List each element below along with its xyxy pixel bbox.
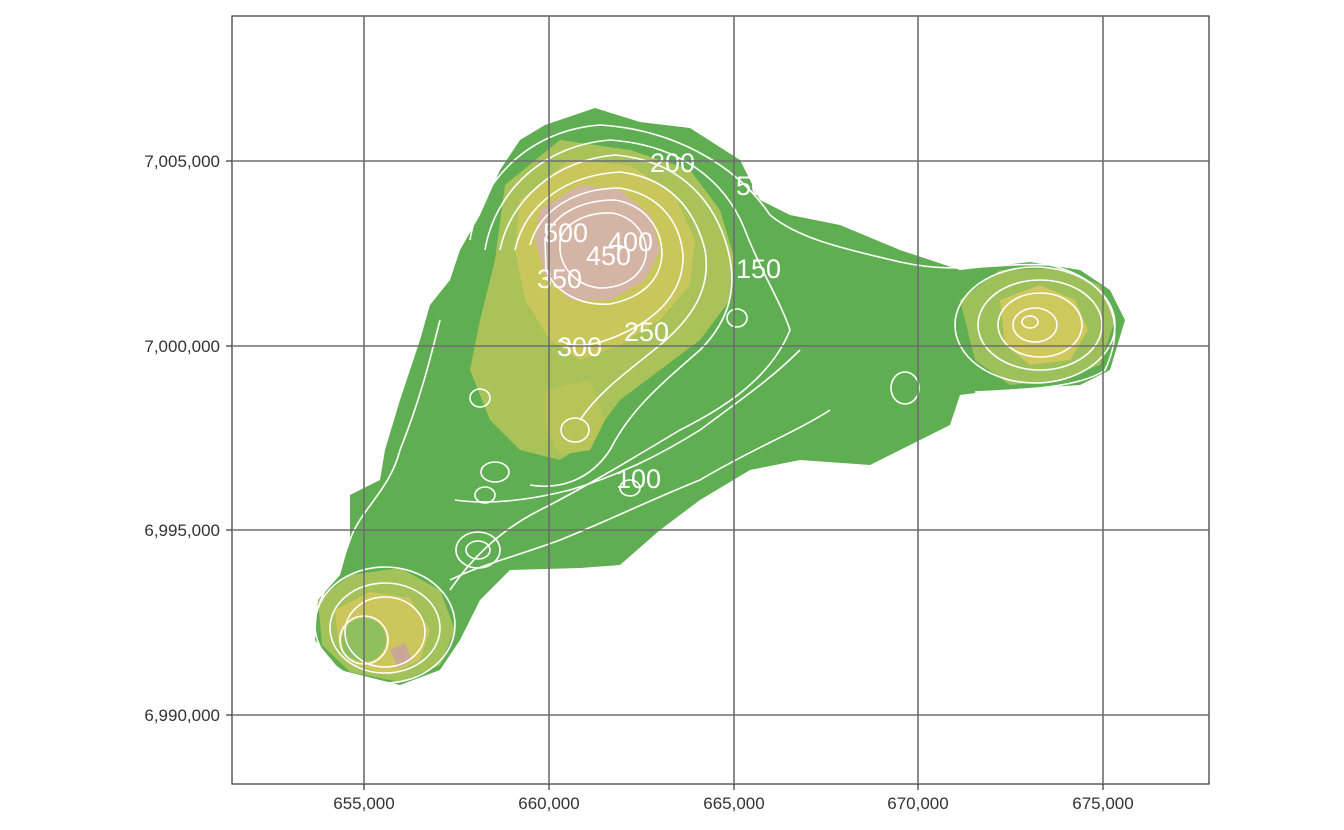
contour-line [314,566,456,684]
contour-line [544,199,663,305]
contour-line [499,154,733,487]
terrain-east-peak [1000,285,1088,365]
contour-line [619,479,641,497]
contour-label-100: 100 [616,464,661,494]
contour-label-150: 150 [736,254,781,284]
contour-label-400: 400 [608,227,653,257]
contour-line [997,292,1083,358]
y-axis-labels: 7,005,000 7,000,000 6,995,000 6,990,000 [144,152,220,725]
contour-line [726,308,748,328]
contour-label-300: 300 [557,332,602,362]
contour-line [469,124,1116,393]
x-tick-label: 665,000 [703,794,764,813]
contour-line [454,349,801,503]
graticule [232,16,1209,784]
contour-label-350: 350 [537,264,582,294]
x-tick-label: 670,000 [887,794,948,813]
contour-line [529,187,684,346]
contour-line [329,582,441,674]
contour-label-450: 450 [586,241,631,271]
x-tick-label: 660,000 [518,794,579,813]
y-tick-label: 7,000,000 [144,337,220,356]
contour-line [449,409,831,581]
y-tick-label: 6,990,000 [144,706,220,725]
contour-line [890,371,920,405]
contour-label-50: 50 [736,171,766,201]
contour-line [1012,307,1058,343]
contour-line [344,596,426,668]
contour-line [469,388,491,408]
terrain-peak-north [535,185,660,300]
y-tick-label: 7,005,000 [144,152,220,171]
contour-line [1021,315,1039,329]
contour-line [474,486,496,504]
x-tick-label: 675,000 [1072,794,1133,813]
x-tick-label: 655,000 [333,794,394,813]
y-tick-label: 6,995,000 [144,521,220,540]
island-terrain [315,108,1125,685]
contour-line [954,266,1116,384]
contour-line [514,171,708,421]
contour-line [559,212,647,289]
x-axis-labels: 655,000 660,000 665,000 670,000 675,000 [333,794,1133,813]
contour-line [465,540,491,560]
contour-line [796,181,814,195]
contour-label-250: 250 [624,317,669,347]
contour-line [560,417,590,443]
contour-labels: 50 100 150 200 250 300 350 400 450 500 [537,148,781,494]
contour-line [314,319,441,621]
contour-line [977,279,1103,371]
contour-line [449,139,791,591]
contour-label-500: 500 [543,218,588,248]
contour-line [480,461,510,483]
contour-label-200: 200 [650,148,695,178]
contour-lines [314,124,1116,684]
axis-ticks [226,160,1104,790]
